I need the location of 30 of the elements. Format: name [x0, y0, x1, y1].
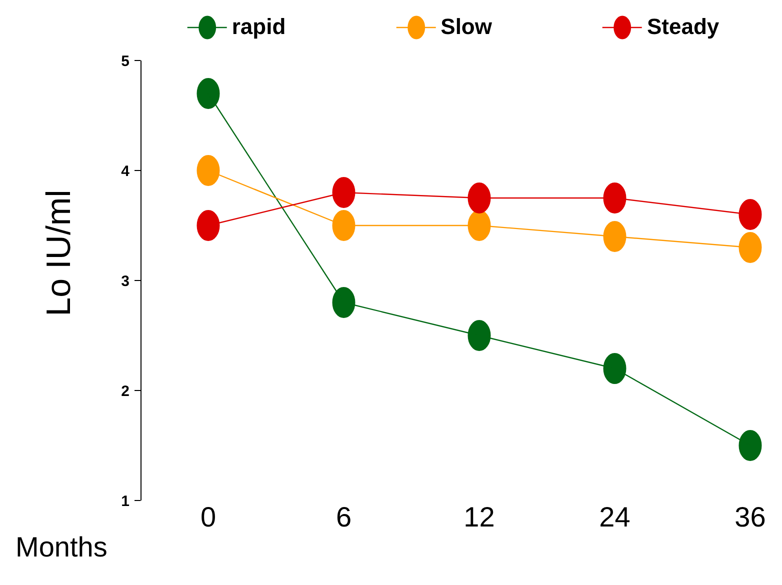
x-tick-label: 12	[464, 502, 495, 532]
point	[468, 320, 491, 351]
legend-label: Slow	[440, 14, 492, 40]
y-tick-label: 3	[121, 273, 130, 290]
point	[603, 221, 626, 252]
x-tick-label: 24	[599, 502, 630, 532]
x-axis-title: Months	[16, 532, 108, 562]
x-tick-label: 6	[336, 502, 352, 532]
point	[738, 430, 762, 461]
y-tick-label: 4	[121, 163, 130, 180]
y-tick-label: 1	[121, 493, 130, 510]
y-axis-title: Lo IU/ml	[40, 190, 78, 316]
y-tick-label: 2	[121, 383, 130, 400]
point	[332, 177, 356, 208]
point	[468, 210, 491, 241]
point	[196, 155, 220, 186]
legend-label: Steady	[646, 14, 720, 40]
y-tick-label: 5	[121, 53, 130, 70]
point	[603, 182, 626, 214]
point	[603, 353, 626, 384]
point	[468, 182, 491, 214]
legend-label: rapid	[232, 14, 286, 40]
point	[332, 287, 356, 318]
point	[196, 78, 220, 109]
point	[738, 199, 762, 230]
point	[196, 210, 220, 241]
x-tick-label: 36	[734, 502, 766, 532]
x-tick-label: 0	[200, 502, 216, 532]
point	[332, 210, 356, 241]
point	[738, 232, 762, 263]
